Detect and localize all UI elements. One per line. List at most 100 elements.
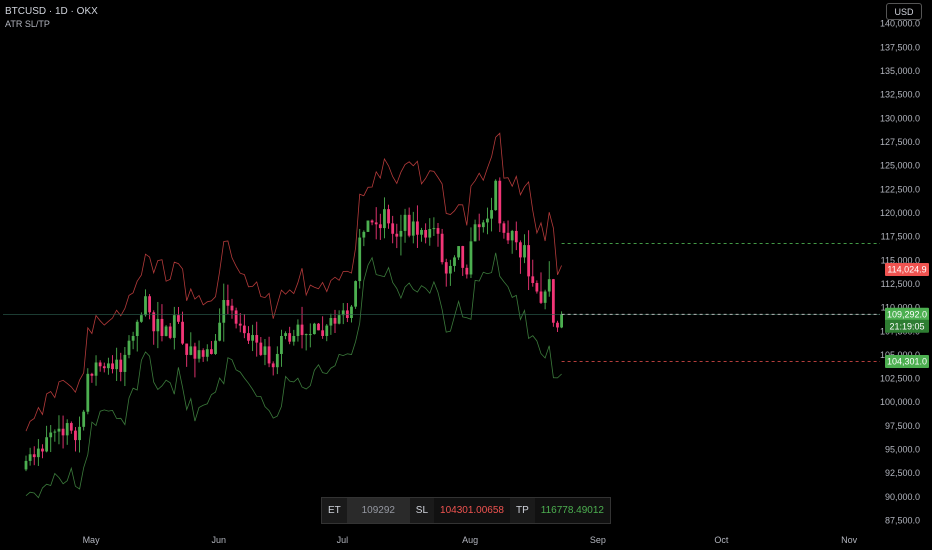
currency-button[interactable]: USD (886, 3, 922, 20)
candle (395, 223, 399, 249)
candle (98, 360, 102, 372)
candle (61, 415, 65, 449)
last-price-tag-bg (885, 307, 929, 321)
candle-body (115, 359, 119, 370)
symbol-title[interactable]: BTCUSD · 1D · OKX (5, 6, 98, 17)
candle-body (98, 362, 102, 367)
price-axis-tick-label: 122,500.0 (880, 184, 920, 194)
candle-body (523, 245, 526, 258)
candle-body (300, 324, 304, 336)
candle (41, 444, 44, 459)
candle-body (28, 454, 32, 461)
candle-body (197, 350, 201, 359)
lower-band-price-tag-bg (885, 355, 929, 369)
price-axis-tick-label: 127,500.0 (880, 137, 920, 147)
candle (197, 340, 201, 363)
time-axis-tick-label: Oct (714, 535, 729, 545)
last-price-tag: 109,292.0 (887, 309, 927, 319)
candle-body (57, 428, 61, 432)
candle-body (226, 300, 230, 306)
candle (403, 208, 407, 243)
candle-body (24, 460, 28, 470)
price-axis-tick-label: 87,500.0 (885, 516, 920, 526)
candle-body (407, 214, 411, 236)
candle (148, 294, 151, 320)
candle (490, 197, 493, 232)
candle-body (494, 180, 498, 211)
candle (205, 344, 209, 362)
candle (321, 316, 325, 339)
candle-body (102, 366, 106, 369)
candle (547, 261, 551, 297)
candle (506, 220, 510, 245)
indicator-title[interactable]: ATR SL/TP (5, 19, 50, 29)
atr-lower-band (25, 252, 562, 499)
candle (156, 301, 160, 349)
candle (242, 314, 246, 339)
candle (362, 230, 366, 247)
candle (308, 323, 312, 348)
price-axis-tick-label: 135,000.0 (880, 66, 920, 76)
candle-body (135, 321, 139, 336)
candle-body (387, 209, 390, 224)
candle (465, 264, 469, 279)
take-profit-label: TP (509, 498, 535, 523)
candle (115, 347, 119, 381)
candle-body (403, 214, 407, 231)
candle (486, 207, 489, 235)
candle (45, 425, 48, 453)
candle (247, 326, 250, 345)
candle (275, 346, 279, 375)
candle-body (358, 237, 362, 282)
candle (329, 313, 333, 335)
candle-body (490, 210, 493, 219)
candle-body (313, 323, 316, 335)
candle-body (238, 323, 242, 326)
candle (523, 234, 526, 264)
candle (234, 307, 238, 329)
candle (448, 259, 452, 286)
candle-body (177, 315, 180, 322)
candle (210, 341, 213, 355)
candle-body (90, 373, 94, 376)
entry-label: ET (322, 498, 347, 523)
candle (185, 343, 189, 367)
candle-body (535, 282, 539, 292)
candle-body (251, 335, 254, 341)
candle (214, 333, 217, 355)
candle-body (107, 363, 110, 369)
candle-body (448, 265, 452, 274)
candle-body (139, 315, 143, 322)
candle-body (321, 330, 325, 336)
candle-body (366, 220, 370, 232)
candle (337, 310, 341, 325)
candle-body (82, 411, 86, 427)
candle-body (214, 340, 217, 354)
candle (424, 223, 428, 244)
candle-body (461, 246, 465, 268)
candle-body (498, 180, 502, 224)
candle (556, 320, 559, 333)
candle (255, 321, 259, 357)
candle-body (172, 315, 176, 338)
candle-body (465, 267, 469, 275)
candle (263, 339, 267, 366)
candle-body (362, 231, 366, 238)
take-profit-value: 116778.49012 (540, 505, 604, 516)
time-axis: May Jun Jul Aug Sep Oct Nov (83, 535, 858, 545)
candle-body (284, 333, 287, 336)
candle-body (420, 229, 423, 235)
candle-body (53, 431, 57, 433)
candle (53, 429, 57, 442)
candle-body (148, 296, 151, 313)
candle (201, 348, 205, 362)
candle (411, 211, 415, 244)
candle-body (201, 350, 205, 357)
candle-body (399, 230, 403, 237)
candle-body (411, 221, 415, 236)
candle-body (49, 432, 53, 438)
candle-body (193, 346, 197, 359)
candle (131, 331, 135, 350)
candle-body (61, 428, 65, 436)
